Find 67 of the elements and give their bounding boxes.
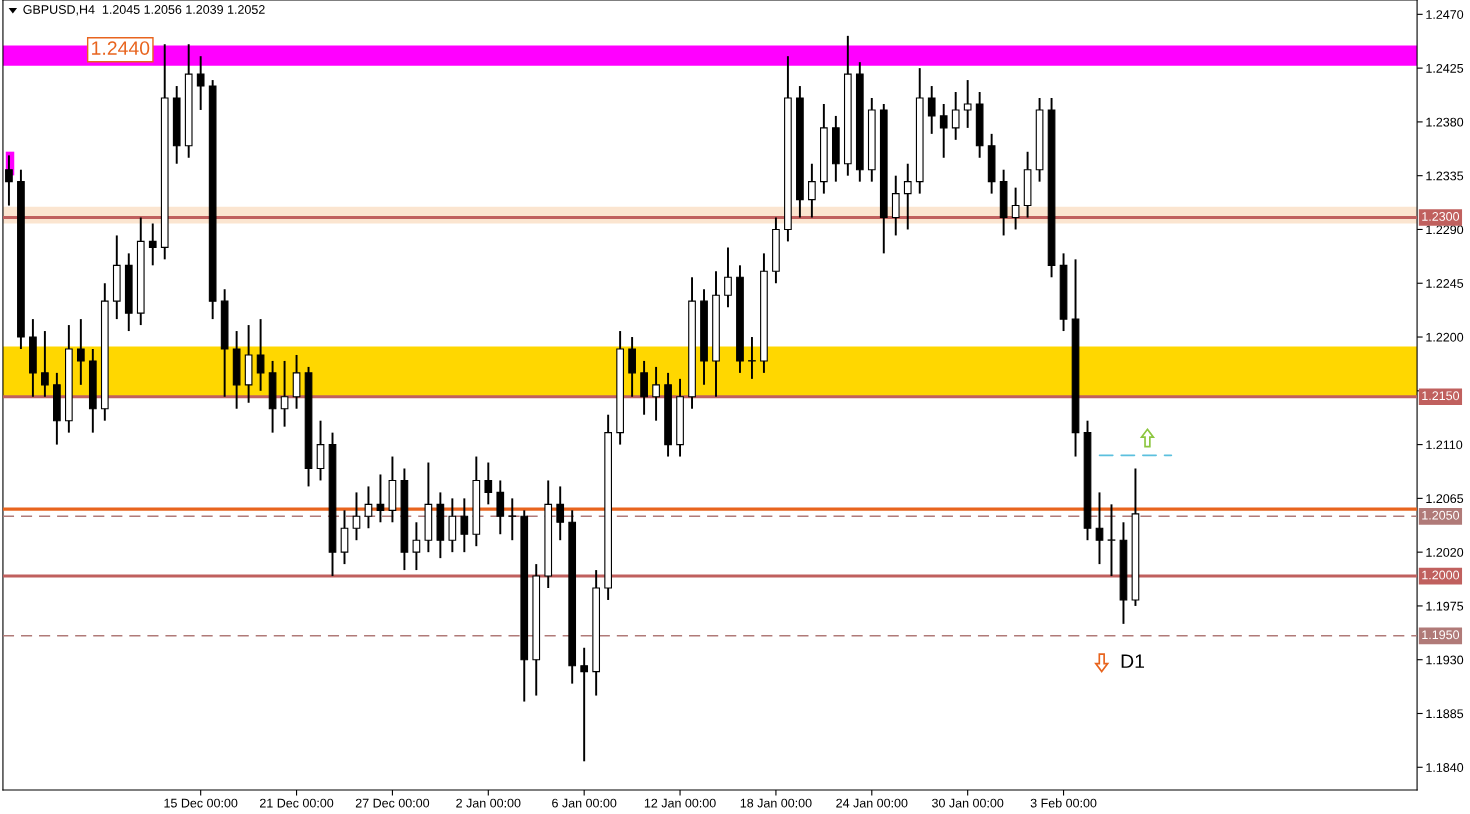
y-tick-label: 1.2020 — [1426, 547, 1464, 557]
candlestick — [508, 497, 517, 542]
ref-line-label: 1.2150 — [1422, 391, 1460, 401]
candlestick — [628, 336, 636, 398]
ref-line-label: 1.1950 — [1422, 630, 1460, 640]
annotation: 1.2440 — [92, 41, 150, 55]
candlestick — [891, 174, 900, 237]
candlestick — [484, 461, 493, 506]
chart-title: GBPUSD,H4 1.2045 1.2056 1.2039 1.2052 — [23, 5, 265, 16]
ref-line-label: 1.2300 — [1422, 212, 1460, 221]
y-tick-label: 1.2200 — [1426, 332, 1464, 342]
candlestick — [376, 473, 385, 524]
ref-line-label: 1.2000 — [1422, 570, 1460, 580]
ref-line-label: 1.2050 — [1422, 510, 1460, 520]
x-tick-label: 18 Jan 00:00 — [740, 798, 812, 808]
candlestick — [41, 330, 49, 398]
y-tick-label: 1.2380 — [1426, 117, 1464, 127]
y-tick-label: 1.1930 — [1426, 655, 1464, 665]
x-tick-label: 15 Dec 00:00 — [164, 798, 238, 808]
candlestick — [352, 491, 361, 542]
y-tick-label: 1.2470 — [1426, 10, 1464, 19]
candlestick — [748, 336, 756, 380]
candlestick — [939, 103, 948, 159]
candlestick — [256, 318, 265, 392]
y-tick-label: 1.2290 — [1426, 225, 1464, 235]
candlestick — [963, 79, 972, 129]
candlestick — [448, 497, 457, 554]
candlestick — [280, 359, 289, 428]
candlestick — [340, 509, 349, 566]
candlestick — [364, 485, 373, 530]
candlestick — [412, 521, 421, 572]
candlestick — [292, 353, 301, 410]
candlestick — [196, 55, 205, 111]
candlestick — [652, 365, 660, 422]
candlestick — [927, 85, 936, 135]
y-tick-label: 1.1840 — [1426, 763, 1464, 772]
candlestick — [1011, 186, 1020, 231]
candlestick — [903, 162, 912, 231]
candlestick — [580, 646, 589, 763]
y-tick-label: 1.1975 — [1426, 601, 1464, 611]
candlestick — [316, 419, 325, 482]
x-tick-label: 2 Jan 00:00 — [456, 798, 521, 808]
x-tick-label: 6 Jan 00:00 — [552, 798, 617, 808]
x-tick-label: 30 Jan 00:00 — [932, 798, 1004, 808]
y-tick-label: 1.2335 — [1426, 171, 1464, 181]
y-tick-label: 1.2065 — [1426, 494, 1464, 504]
candlestick — [724, 246, 732, 309]
candlestick — [951, 91, 960, 141]
x-tick-label: 24 Jan 00:00 — [836, 798, 908, 808]
x-tick-label: 3 Feb 00:00 — [1030, 798, 1097, 808]
x-tick-label: 12 Jan 00:00 — [644, 798, 716, 808]
y-tick-label: 1.2245 — [1426, 279, 1464, 288]
x-tick-label: 27 Dec 00:00 — [355, 798, 430, 808]
annotation: D1 — [1121, 654, 1145, 668]
candlestick — [460, 497, 469, 554]
candlestick — [808, 162, 816, 219]
candlestick — [148, 222, 157, 267]
candlestick — [640, 359, 648, 416]
candlestick — [1107, 503, 1116, 578]
y-tick-label: 1.2425 — [1426, 63, 1464, 73]
candlestick — [1095, 491, 1104, 566]
y-tick-label: 1.1885 — [1426, 709, 1464, 719]
candlestick — [76, 318, 85, 386]
x-tick-label: 21 Dec 00:00 — [260, 798, 334, 808]
candlestick — [496, 479, 505, 536]
y-tick-label: 1.2110 — [1426, 440, 1463, 450]
candlestick — [556, 485, 565, 542]
